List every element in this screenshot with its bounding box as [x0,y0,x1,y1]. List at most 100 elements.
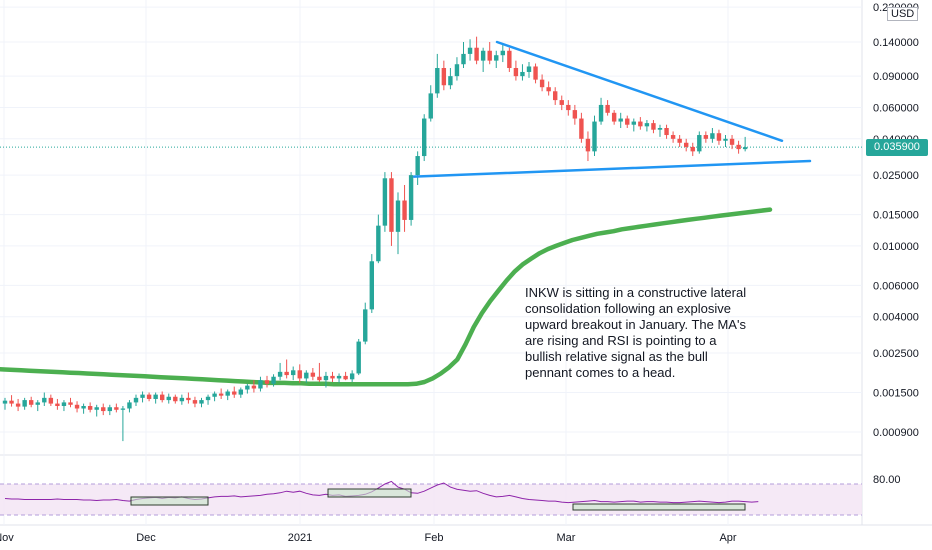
candle-body [68,402,73,405]
candle-body [258,380,263,389]
candle [42,392,47,406]
candle [2,397,8,410]
candle-body [35,402,40,405]
candle-body [598,104,604,122]
candle [461,42,466,69]
candle-body [48,397,54,404]
candle [205,394,211,405]
candle-body [533,66,538,80]
candle-body [670,135,676,139]
price-axis-background [862,0,932,550]
candle [625,115,630,129]
candle [55,398,60,410]
candle [723,135,728,147]
candle-body [611,112,617,122]
candle-body [330,375,335,379]
candle [166,393,171,404]
candle-body [127,402,132,409]
price-tick-label: 0.002500 [873,348,919,360]
candle-body [461,53,466,65]
candle-body [94,407,99,410]
candle-body [369,261,374,310]
candle-body [428,93,433,119]
candle [179,394,185,405]
candle [29,396,34,408]
candle [736,140,741,154]
candle [454,57,460,81]
candle [87,402,93,413]
candle-body [723,138,728,141]
candle [258,376,263,392]
candle [15,398,21,412]
candle [232,386,237,398]
candle-body [376,225,381,262]
candle-body [199,400,204,404]
candle-body [539,79,545,88]
candle [742,136,748,152]
price-tick-label: 0.090000 [873,71,919,83]
candle [120,405,126,442]
candle [618,112,623,129]
candle [539,74,545,92]
candle [670,131,676,143]
candle-body [173,396,178,402]
candle-body [638,121,643,127]
candle [48,394,54,406]
candle [507,47,512,72]
candle [212,391,217,402]
candle-body [454,64,460,77]
candle [264,375,270,388]
candle-body [133,397,139,403]
currency-label[interactable]: USD [887,7,919,21]
candle [218,388,224,399]
candle-body [494,55,499,61]
candle-body [22,400,27,407]
price-axis: 0.2200000.1400000.0900000.0600000.040000… [873,2,919,486]
last-price-tag: 0.035900 [866,138,928,156]
candle [566,100,571,116]
candle [408,172,414,226]
candle [107,404,112,416]
candle-body [153,394,158,399]
candle [251,380,257,393]
candle [310,368,316,381]
candle-body [363,309,368,342]
candle-body [245,385,250,390]
moving-average-layer [0,207,773,387]
candle [572,104,578,125]
price-tick-label: 0.010000 [873,241,919,253]
candle [598,97,604,125]
candle [140,391,145,403]
candle [101,403,106,416]
candle-body [304,372,309,379]
candle [697,131,702,154]
candle-body [29,400,34,405]
candle-body [526,66,532,72]
moving-average-line [0,207,773,387]
candle-body [487,50,492,61]
candle-body [251,385,257,389]
candle-body [140,394,145,398]
price-tick-label: 0.004000 [873,312,919,324]
candle-body [264,380,270,384]
time-tick-label: 2021 [288,532,312,544]
candle [546,81,551,96]
candle-body [271,376,276,384]
candle-body [395,200,401,232]
candle-body [422,118,427,157]
candle [297,364,302,383]
candle [677,135,682,147]
candle-body [507,50,512,69]
candle-body [2,400,8,404]
trendline-lower [412,159,812,178]
candle [349,370,355,382]
candle [631,118,636,132]
candle-body [238,389,243,395]
candle [553,87,558,105]
price-tick-label: 0.001500 [873,388,919,400]
candle-body [736,144,741,150]
candle [291,366,296,381]
candle-body [697,135,702,152]
